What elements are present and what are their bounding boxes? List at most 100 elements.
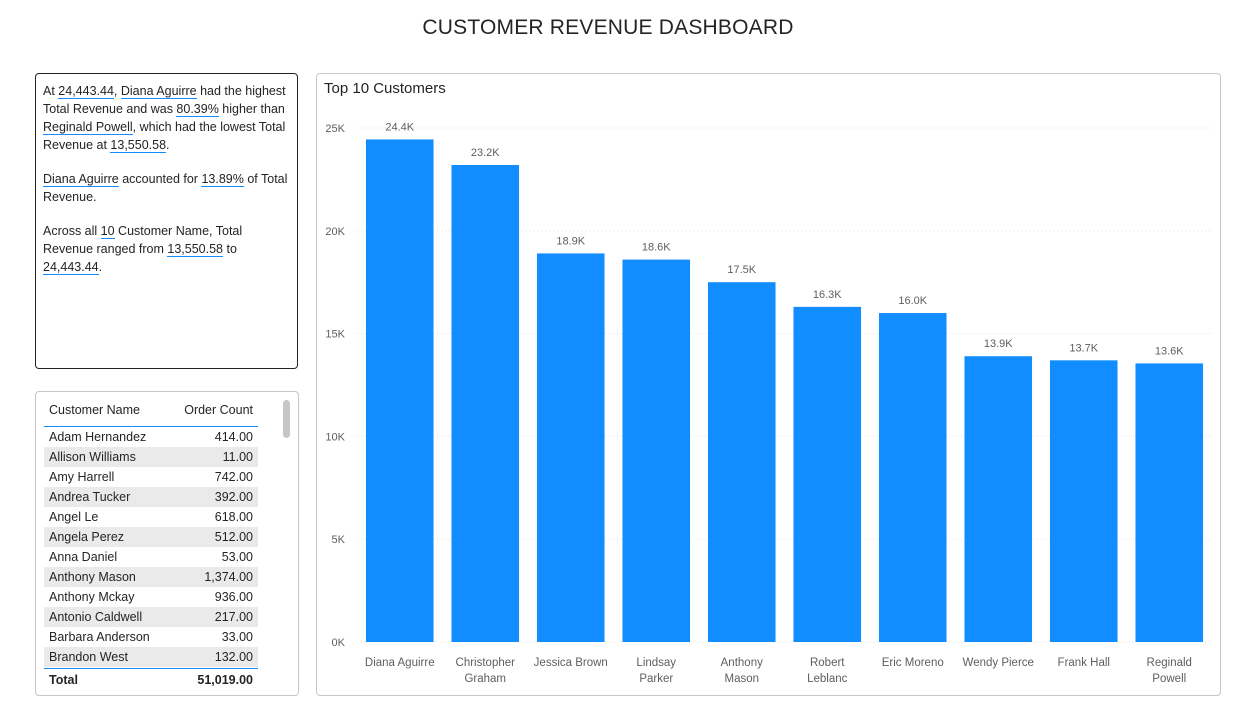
table-row[interactable]: Allison Williams 11.00 [44, 447, 258, 467]
x-category-label: Frank Hall [1058, 657, 1110, 669]
data-label: 16.3K [813, 289, 842, 301]
table-row[interactable]: Adam Hernandez 414.00 [44, 427, 258, 447]
cell-customer-name: Barbara Anderson [49, 630, 150, 644]
narrative-text: Across all [43, 224, 101, 238]
cell-customer-name: Adam Hernandez [49, 430, 147, 444]
bar-chart: 0K 5K 10K 15K 20K 25K 24.4K Diana Aguirre 23.2K C… [325, 121, 1212, 685]
narrative-value[interactable]: 24,443.44 [58, 84, 114, 99]
x-category-label: Lindsay [636, 657, 676, 669]
data-label: 18.6K [642, 242, 671, 254]
narrative-value[interactable]: 24,443.44 [43, 260, 99, 275]
order-count-table: Customer Name Order Count Adam Hernandez… [44, 400, 258, 691]
y-tick-label: 25K [325, 123, 345, 135]
smart-narrative-card: At 24,443.44, Diana Aguirre had the high… [35, 73, 298, 369]
data-label: 24.4K [385, 121, 414, 133]
cell-order-count: 33.00 [221, 630, 253, 644]
table-scrollbar[interactable] [283, 400, 290, 438]
x-category-label: Anthony [721, 657, 763, 669]
x-category-label: Parker [639, 673, 673, 685]
table-row[interactable]: Amy Harrell 742.00 [44, 467, 258, 487]
x-category-label: Christopher [456, 657, 516, 669]
cell-order-count: 132.00 [214, 650, 253, 664]
narrative-text: had the highest Total Revenue and was [43, 84, 286, 116]
narrative-value[interactable]: Diana Aguirre [120, 84, 197, 99]
bar[interactable] [451, 165, 520, 642]
data-label: 13.9K [984, 338, 1013, 350]
narrative-text: Customer Name, Total Revenue ranged from [43, 224, 243, 256]
data-label: 13.7K [1069, 342, 1098, 354]
table-row[interactable]: Anthony Mckay 936.00 [44, 587, 258, 607]
narrative-text: . [98, 260, 103, 274]
bar[interactable] [622, 259, 691, 642]
narrative-text: , which had the lowest Total Revenue at [43, 120, 286, 152]
cell-customer-name: Allison Williams [49, 450, 136, 464]
bar[interactable] [536, 253, 605, 642]
cell-customer-name: Anna Daniel [49, 550, 118, 564]
data-label: 18.9K [556, 235, 585, 247]
narrative-value[interactable]: Diana Aguirre [43, 172, 119, 187]
x-category-label: Diana Aguirre [365, 657, 435, 669]
table-row[interactable]: Angela Perez 512.00 [44, 527, 258, 547]
x-category-label: Powell [1152, 673, 1186, 685]
narrative-paragraph-2: Diana Aguirre accounted for 13.89% of To… [43, 170, 290, 206]
table-row[interactable]: Barbara Anderson 33.00 [44, 627, 258, 647]
table-body: Adam Hernandez 414.00 Allison Williams 11.0… [44, 427, 258, 667]
data-label: 17.5K [727, 264, 756, 276]
chart-title: Top 10 Customers [324, 80, 446, 97]
cell-customer-name: Anthony Mckay [49, 590, 135, 604]
data-label: 23.2K [471, 147, 500, 159]
cell-order-count: 1,374.00 [204, 570, 253, 584]
table-total-row: Total 51,019.00 [44, 668, 258, 691]
x-category-label: Reginald [1147, 657, 1192, 669]
y-tick-label: 0K [332, 637, 346, 649]
column-header-customer-name[interactable]: Customer Name [49, 403, 140, 417]
narrative-value[interactable]: 13.89% [201, 172, 244, 187]
top-customers-chart-card: Top 10 Customers 0K 5K 10K 15K 20K 25K 24.4K Di… [316, 73, 1221, 696]
narrative-value[interactable]: Reginald Powell [43, 120, 133, 135]
cell-customer-name: Brandon West [49, 650, 128, 664]
total-value: 51,019.00 [197, 673, 253, 687]
y-tick-label: 5K [332, 534, 346, 546]
table-row[interactable]: Andrea Tucker 392.00 [44, 487, 258, 507]
narrative-value[interactable]: 13,550.58 [167, 242, 223, 257]
narrative-text: of Total Revenue. [43, 172, 288, 204]
table-row[interactable]: Anthony Mason 1,374.00 [44, 567, 258, 587]
cell-order-count: 217.00 [214, 610, 253, 624]
cell-customer-name: Anthony Mason [49, 570, 136, 584]
bar[interactable] [878, 313, 947, 642]
cell-order-count: 392.00 [214, 490, 253, 504]
narrative-value[interactable]: 10 [100, 224, 115, 239]
y-tick-label: 10K [325, 431, 345, 443]
cell-order-count: 936.00 [214, 590, 253, 604]
bar[interactable] [707, 282, 776, 642]
cell-order-count: 618.00 [214, 510, 253, 524]
narrative-text: to [223, 242, 237, 256]
x-category-label: Eric Moreno [882, 657, 944, 669]
cell-order-count: 512.00 [214, 530, 253, 544]
x-category-label: Mason [724, 673, 759, 685]
table-row[interactable]: Brandon West 132.00 [44, 647, 258, 667]
narrative-value[interactable]: 80.39% [176, 102, 219, 117]
column-header-order-count[interactable]: Order Count [184, 403, 253, 417]
dashboard-title: CUSTOMER REVENUE DASHBOARD [422, 16, 794, 39]
data-label: 13.6K [1155, 345, 1184, 357]
cell-order-count: 414.00 [214, 430, 253, 444]
bar[interactable] [365, 139, 434, 642]
cell-customer-name: Angel Le [49, 510, 99, 524]
cell-customer-name: Amy Harrell [49, 470, 115, 484]
table-row[interactable]: Anna Daniel 53.00 [44, 547, 258, 567]
narrative-text: At [43, 84, 59, 98]
x-category-label: Robert [810, 657, 845, 669]
order-count-table-card: Customer Name Order Count Adam Hernandez… [35, 391, 299, 696]
bar[interactable] [793, 306, 862, 642]
bar[interactable] [1049, 360, 1118, 642]
bar[interactable] [1135, 363, 1204, 642]
cell-customer-name: Antonio Caldwell [49, 610, 143, 624]
bar[interactable] [964, 356, 1033, 642]
narrative-value[interactable]: 13,550.58 [110, 138, 167, 153]
table-header: Customer Name Order Count [44, 400, 258, 427]
table-row[interactable]: Angel Le 618.00 [44, 507, 258, 527]
narrative-text: , [113, 84, 121, 98]
table-row[interactable]: Antonio Caldwell 217.00 [44, 607, 258, 627]
narrative-paragraph-3: Across all 10 Customer Name, Total Reven… [43, 222, 290, 276]
